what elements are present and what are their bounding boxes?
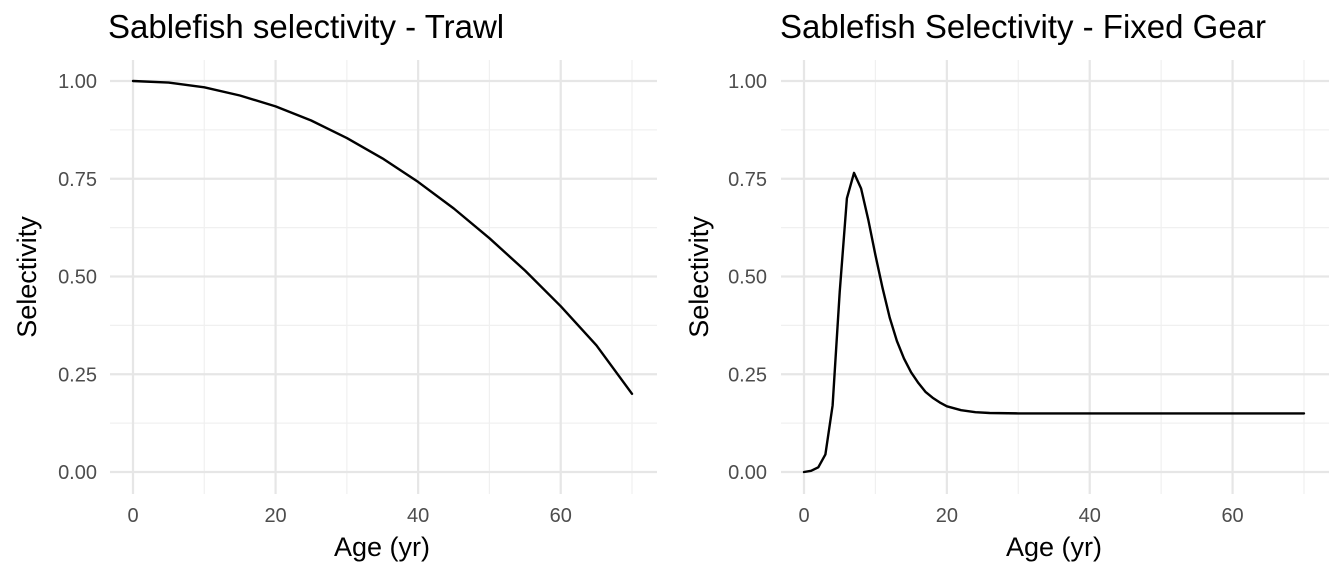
series-line xyxy=(802,171,1306,474)
y-tick-label: 0.50 xyxy=(728,267,767,289)
series-lines xyxy=(131,79,634,395)
chart-title: Sablefish Selectivity - Fixed Gear xyxy=(780,8,1266,45)
gridlines xyxy=(110,60,657,494)
y-tick-label: 0.75 xyxy=(58,169,97,191)
series-line xyxy=(131,79,634,395)
x-tick-labels: 0 20 40 60 xyxy=(798,505,1243,527)
y-tick-labels: 0.00 0.25 0.50 0.75 1.00 xyxy=(58,71,97,484)
x-tick-label: 60 xyxy=(1221,505,1243,527)
x-tick-label: 20 xyxy=(936,505,958,527)
x-tick-label: 60 xyxy=(550,505,572,527)
series-lines xyxy=(802,171,1306,474)
x-tick-label: 40 xyxy=(1079,505,1101,527)
x-tick-label: 20 xyxy=(264,505,286,527)
x-axis-title: Age (yr) xyxy=(1006,532,1102,562)
gridlines xyxy=(781,60,1329,494)
chart-title: Sablefish selectivity - Trawl xyxy=(108,8,504,45)
y-axis-title: Selectivity xyxy=(12,216,42,338)
x-axis-title: Age (yr) xyxy=(334,532,430,562)
y-tick-label: 1.00 xyxy=(58,71,97,93)
x-tick-label: 0 xyxy=(127,505,138,527)
chart-panel-trawl: 0.00 0.25 0.50 0.75 1.00 0 20 40 60 Sablefish s… xyxy=(12,8,657,562)
chart-panel-fixed-gear: 0.00 0.25 0.50 0.75 1.00 0 20 40 60 Sablefish S… xyxy=(684,8,1329,562)
y-tick-labels: 0.00 0.25 0.50 0.75 1.00 xyxy=(728,71,767,484)
y-tick-label: 0.50 xyxy=(58,267,97,289)
y-tick-label: 0.00 xyxy=(58,462,97,484)
x-tick-label: 40 xyxy=(407,505,429,527)
y-tick-label: 0.75 xyxy=(728,169,767,191)
y-axis-title: Selectivity xyxy=(684,216,714,338)
y-tick-label: 0.00 xyxy=(728,462,767,484)
x-tick-label: 0 xyxy=(798,505,809,527)
x-tick-labels: 0 20 40 60 xyxy=(127,505,571,527)
y-tick-label: 0.25 xyxy=(58,364,97,386)
y-tick-label: 0.25 xyxy=(728,364,767,386)
y-tick-label: 1.00 xyxy=(728,71,767,93)
